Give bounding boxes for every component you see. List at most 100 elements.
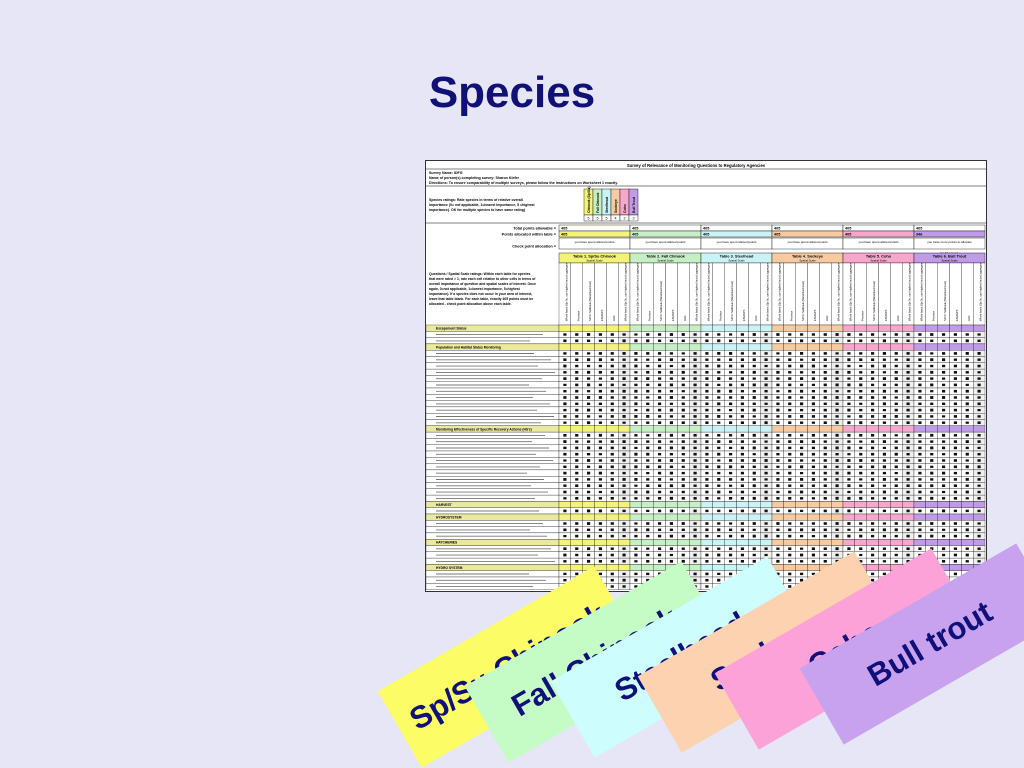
grid-cell <box>748 324 761 332</box>
summary-value: you have spent alloted points <box>716 240 757 244</box>
grid-cell <box>973 501 986 508</box>
question-intro-text: importance). If a species does not occur… <box>429 292 532 296</box>
grid-cell <box>807 513 820 521</box>
grid-cell <box>842 539 855 546</box>
grid-cell <box>854 324 867 332</box>
grid-cell <box>783 564 796 571</box>
grid-cell <box>949 343 962 351</box>
grid-cell <box>594 513 607 521</box>
table-subheader-label: Spatial Scale <box>728 259 745 263</box>
grid-cell <box>665 513 678 521</box>
grid-cell <box>558 425 571 433</box>
column-header-label: ESU/DPS <box>813 309 817 321</box>
grid-cell <box>677 343 690 351</box>
grid-cell <box>842 513 855 521</box>
grid-cell <box>973 324 986 332</box>
summary-value: 405 <box>845 227 851 231</box>
grid-cell <box>558 564 571 571</box>
column-header-label: Whole basin (Sp-Su, use highest factor) … <box>766 262 770 321</box>
grid-cell <box>689 501 702 508</box>
grid-cell <box>641 324 654 332</box>
grid-cell <box>736 513 749 521</box>
grid-cell <box>570 501 583 508</box>
grid-cell <box>771 343 784 351</box>
grid-cell <box>890 513 903 521</box>
grid-cell <box>606 343 619 351</box>
grid-cell <box>902 324 915 332</box>
grid-cell <box>878 539 891 546</box>
grid-cell <box>771 513 784 521</box>
column-header-label: Whole basin (Sp-Su, use highest factor) … <box>920 262 924 321</box>
column-header-label: Whole basin (Sp-Su, use highest factor) … <box>979 262 983 321</box>
grid-cell <box>760 564 773 571</box>
grid-cell <box>606 324 619 332</box>
grid-cell <box>913 425 926 433</box>
grid-cell <box>866 343 879 351</box>
grid-cell <box>795 539 808 546</box>
grid-cell <box>937 513 950 521</box>
grid-cell <box>582 513 595 521</box>
grid-cell <box>558 324 571 332</box>
column-header-label: HUC <box>754 315 758 321</box>
species-rating-value: 2 <box>624 217 626 221</box>
grid-cell <box>819 513 832 521</box>
grid-cell <box>724 539 737 546</box>
grid-cell <box>629 343 642 351</box>
grid-cell <box>831 324 844 332</box>
grid-cell <box>653 564 666 571</box>
column-header-label: NPCC Subbasin (Watershed level) <box>872 281 876 321</box>
species-header-label: Fall Chinook <box>596 193 600 213</box>
grid-cell <box>606 539 619 546</box>
grid-cell <box>712 513 725 521</box>
grid-cell <box>618 513 631 521</box>
column-header-label: ESU/DPS <box>742 309 746 321</box>
column-header-label: Whole basin (Sp-Su, use highest factor) … <box>849 262 853 321</box>
grid-cell <box>913 539 926 546</box>
grid-cell <box>570 539 583 546</box>
grid-cell <box>582 425 595 433</box>
grid-cell <box>724 513 737 521</box>
grid-cell <box>641 425 654 433</box>
summary-cell <box>629 224 702 232</box>
grid-cell <box>724 564 737 571</box>
grid-cell <box>748 501 761 508</box>
grid-cell <box>854 564 867 571</box>
grid-cell <box>700 425 713 433</box>
grid-cell <box>582 501 595 508</box>
table-header-label: Table 6. Bull Trout <box>933 253 967 258</box>
grid-cell <box>629 501 642 508</box>
grid-cell <box>890 564 903 571</box>
grid-cell <box>795 425 808 433</box>
tag-label: Sockeye <box>704 604 831 699</box>
grid-cell <box>795 501 808 508</box>
section-header-label: HATCHERIES <box>436 541 458 545</box>
column-header-label: Province <box>789 310 793 321</box>
summary-value: 405 <box>632 233 638 237</box>
section-header-label: Population and Habitat Status Monitoring <box>436 345 501 349</box>
survey-directions: Directions: To ensure comparability of m… <box>429 181 618 185</box>
section-header-label: Escapement Status <box>436 327 467 331</box>
column-header-label: ESU/DPS <box>600 309 604 321</box>
grid-cell <box>629 425 642 433</box>
grid-cell <box>913 343 926 351</box>
grid-cell <box>854 343 867 351</box>
grid-cell <box>949 513 962 521</box>
summary-cell <box>771 230 844 238</box>
grid-cell <box>665 425 678 433</box>
grid-cell <box>831 539 844 546</box>
grid-cell <box>783 539 796 546</box>
summary-value: you have spent alloted points <box>858 240 899 244</box>
tag-label: Bull trout <box>861 593 999 694</box>
grid-cell <box>629 513 642 521</box>
summary-cell <box>558 224 631 232</box>
grid-cell <box>842 343 855 351</box>
grid-cell <box>961 343 974 351</box>
grid-cell <box>689 324 702 332</box>
species-rating-cell <box>628 214 639 222</box>
summary-cell <box>913 230 986 238</box>
grid-cell <box>771 324 784 332</box>
sheet-title: Survey of Relevance of Monitoring Questi… <box>627 163 766 168</box>
grid-cell <box>689 425 702 433</box>
grid-cell <box>854 501 867 508</box>
survey-name: Survey Name: IDFG <box>429 171 463 175</box>
